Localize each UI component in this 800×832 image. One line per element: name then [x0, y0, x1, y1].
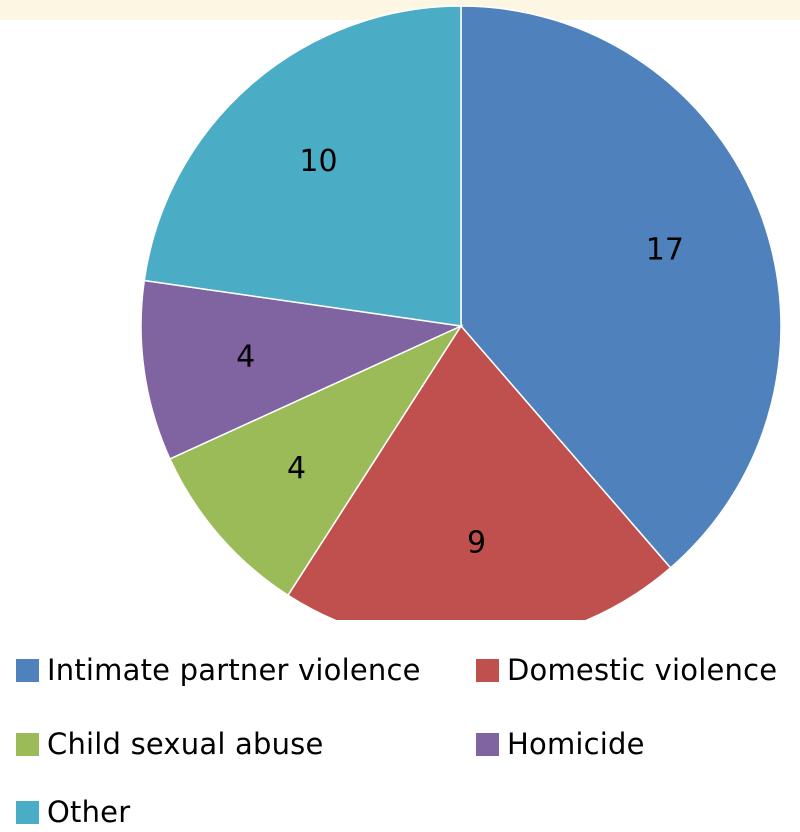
slice-data-label: 10 [299, 144, 337, 179]
top-band [0, 0, 800, 20]
legend-label: Child sexual abuse [47, 727, 324, 761]
slice-data-label: 4 [236, 339, 255, 374]
pie-chart: 17 9 4 4 10 [140, 5, 782, 620]
legend-label: Other [47, 795, 131, 829]
legend-swatch [476, 732, 499, 756]
pie-slice-domestic-violence [286, 324, 672, 620]
slice-data-label: 17 [646, 232, 684, 267]
pie-slice-other [143, 5, 462, 327]
legend-item-child-sexual-abuse: Child sexual abuse [16, 724, 324, 764]
pie-slice-intimate-partner-violence [460, 5, 782, 569]
legend-swatch [16, 800, 39, 824]
legend-label: Domestic violence [507, 653, 778, 687]
slice-data-label: 9 [467, 526, 486, 561]
legend-swatch [476, 658, 499, 682]
legend-item-intimate-partner-violence: Intimate partner violence [16, 650, 421, 690]
legend-swatch [16, 732, 39, 756]
legend-item-homicide: Homicide [476, 724, 645, 764]
legend-item-domestic-violence: Domestic violence [476, 650, 777, 690]
slice-data-label: 4 [287, 451, 306, 486]
legend-label: Homicide [507, 727, 645, 761]
legend-item-other: Other [16, 792, 130, 832]
pie-slice-homicide [140, 279, 464, 460]
legend-swatch [16, 658, 39, 682]
pie-slice-child-sexual-abuse [168, 324, 464, 597]
legend-label: Intimate partner violence [47, 653, 421, 687]
